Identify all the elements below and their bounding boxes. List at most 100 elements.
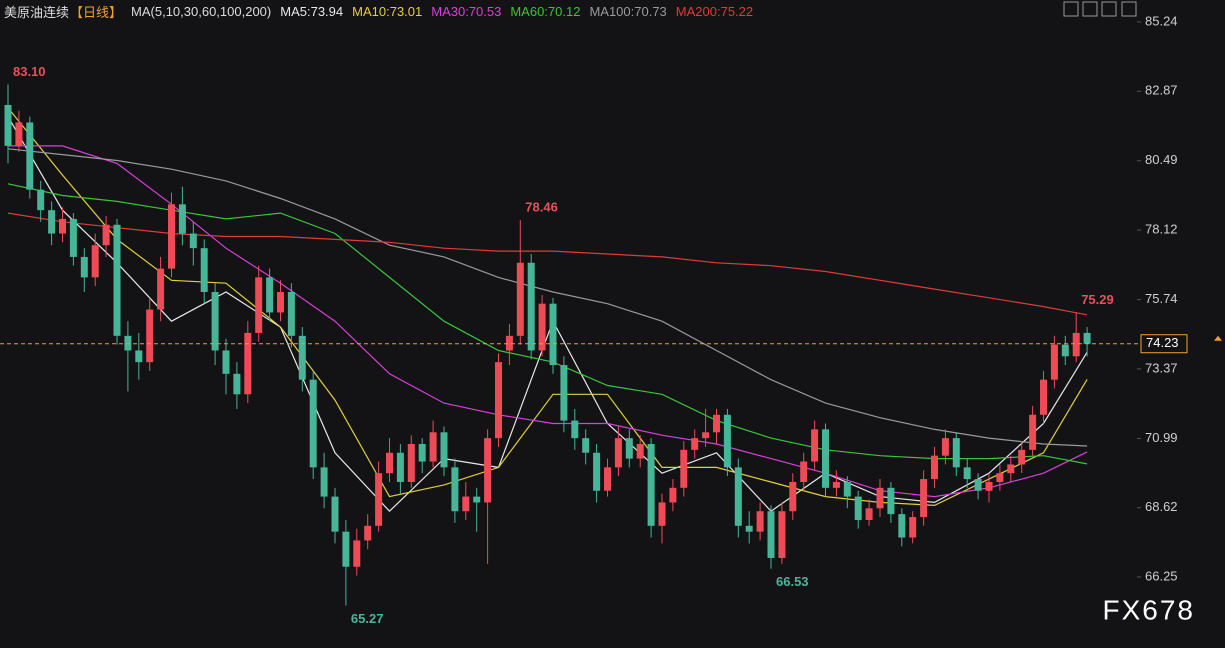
candle — [1029, 405, 1037, 456]
candle — [189, 221, 197, 266]
candle-body — [1072, 332, 1080, 357]
candle-body — [178, 204, 186, 234]
candle — [473, 487, 481, 532]
candle — [146, 297, 154, 371]
candle — [396, 443, 404, 494]
candle — [778, 502, 786, 564]
candle — [876, 479, 884, 518]
candle — [484, 429, 492, 564]
candle — [124, 321, 132, 392]
last-price-label: 74.23 — [1146, 335, 1179, 350]
candle-body — [396, 452, 404, 482]
candle-body — [211, 291, 219, 351]
icon[interactable] — [1063, 1, 1079, 17]
candle-body — [920, 479, 928, 518]
candle — [200, 239, 208, 304]
legend: 美原油连续 【日线】 MA(5,10,30,60,100,200) MA5:73… — [4, 2, 753, 21]
candle — [386, 438, 393, 482]
candle — [1018, 441, 1026, 474]
legend-entry[interactable]: MA30:70.53 — [431, 4, 502, 19]
candle — [178, 186, 186, 246]
instrument-title: 美原油连续 — [4, 5, 70, 20]
candle — [211, 283, 219, 366]
candle-body — [15, 122, 23, 146]
candle-body — [647, 443, 655, 526]
candles — [4, 84, 1091, 606]
toolbar-icons — [1063, 1, 1137, 17]
legend-entry[interactable]: MA10:73.01 — [352, 4, 423, 19]
candle — [429, 420, 437, 468]
candle — [974, 473, 982, 500]
candle — [440, 426, 448, 477]
ma-params[interactable]: MA(5,10,30,60,100,200) — [131, 4, 272, 19]
candle — [832, 470, 840, 497]
candle — [538, 294, 546, 357]
candle-body — [233, 373, 241, 395]
candle — [222, 338, 230, 395]
extreme-label: 65.27 — [351, 611, 384, 626]
candle-body — [963, 467, 971, 480]
candle-body — [1029, 414, 1037, 450]
y-tick-label: 66.25 — [1145, 568, 1178, 583]
candle-body — [429, 432, 437, 462]
candle — [636, 435, 644, 468]
icon[interactable] — [1082, 1, 1098, 17]
candle-body — [80, 256, 88, 278]
candle — [941, 429, 949, 465]
candle — [244, 321, 252, 404]
candle-body — [37, 189, 45, 211]
candle-body — [342, 531, 350, 567]
icon[interactable] — [1101, 1, 1117, 17]
candle-body — [614, 438, 622, 468]
candle-body — [505, 335, 513, 351]
candle-body — [1061, 344, 1069, 357]
extreme-label: 66.53 — [776, 574, 809, 589]
ma-line — [7, 107, 1088, 507]
legend-entry[interactable]: MA5:73.94 — [280, 4, 344, 19]
candle — [723, 408, 731, 477]
candle-body — [124, 335, 132, 351]
candle-body — [549, 303, 557, 366]
y-tick-label: 85.24 — [1145, 13, 1178, 28]
candle — [1007, 455, 1015, 482]
candle — [582, 429, 590, 465]
y-tick-label: 70.99 — [1145, 430, 1178, 445]
legend-entry[interactable]: MA200:75.22 — [675, 4, 754, 19]
candle-body — [462, 496, 470, 512]
icon[interactable] — [1121, 1, 1137, 17]
candle-body — [48, 210, 56, 234]
candle — [375, 461, 383, 532]
candle-body — [375, 473, 383, 526]
candle — [625, 429, 633, 468]
candle — [1083, 327, 1091, 357]
candle-body — [277, 291, 284, 313]
y-tick-label: 68.62 — [1145, 499, 1178, 514]
legend-entry[interactable]: MA100:70.73 — [589, 4, 667, 19]
candle-body — [527, 262, 535, 351]
candle-body — [985, 481, 993, 491]
period-label[interactable]: 【日线】 — [70, 5, 123, 20]
candle — [647, 438, 655, 538]
candle — [407, 435, 415, 488]
candle-body — [331, 496, 339, 532]
candle — [516, 220, 524, 345]
candle — [952, 432, 960, 477]
legend-entry[interactable]: MA60:70.12 — [510, 4, 581, 19]
candle — [15, 110, 23, 152]
candle-body — [571, 420, 579, 439]
candle-body — [865, 508, 873, 520]
ma-line — [8, 145, 1088, 498]
ma-line — [7, 148, 1088, 447]
candle — [691, 429, 699, 459]
candle-body — [189, 233, 197, 249]
candle — [527, 253, 535, 360]
candle-body — [200, 248, 208, 292]
last-price-box — [1140, 334, 1188, 354]
candle-body — [364, 525, 372, 541]
candle — [593, 443, 601, 503]
candle-body — [974, 479, 982, 491]
candle-body — [702, 432, 710, 439]
candle-body — [952, 438, 960, 468]
candle — [931, 446, 938, 488]
